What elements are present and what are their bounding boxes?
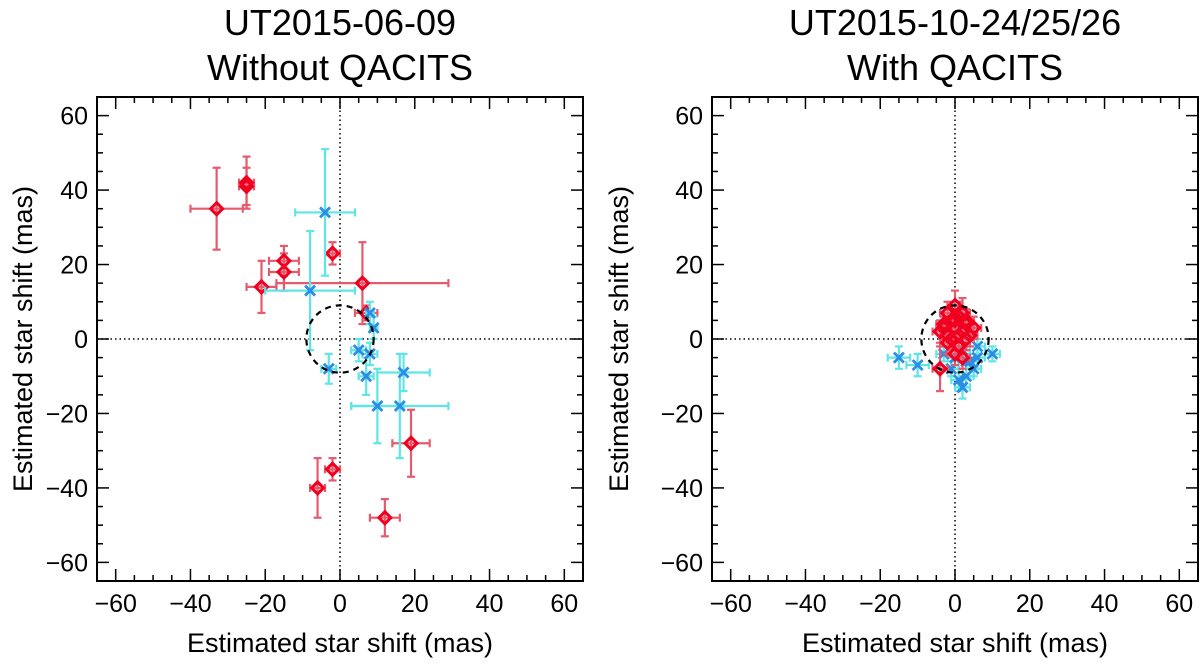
right-y-tick-label: 20 [675, 252, 703, 280]
right-title-line-2: With QACITS [847, 47, 1063, 88]
left-x-axis-label: Estimated star shift (mas) [187, 628, 493, 658]
right-data-point-diamond [950, 327, 967, 344]
left-red-diamonds-errorbar [267, 252, 300, 292]
right-data-point-cross [971, 340, 984, 353]
left-data-point-cross [367, 321, 380, 334]
left-y-axis-label: Estimated star shift (mas) [8, 186, 38, 492]
left-data-point-cross [304, 284, 317, 297]
right-x-tick-label: 20 [1016, 590, 1044, 618]
right-panel: UT2015-10-24/25/26 With QACITS Estimated… [604, 2, 1199, 658]
left-data-point-diamond [402, 435, 420, 452]
right-data-point-diamond [939, 334, 956, 351]
right-data-point-diamond [946, 312, 964, 329]
right-data-point-cross [960, 370, 973, 383]
right-plot-frame [711, 96, 1199, 582]
left-reference-circle [305, 304, 375, 374]
left-data-point-diamond [309, 479, 326, 497]
right-x-tick-label: −40 [784, 590, 826, 618]
left-data-point-cross [363, 306, 376, 319]
right-data-point-diamond [965, 319, 982, 336]
left-data-point-cross [393, 400, 406, 413]
left-red-diamonds-errorbar [368, 497, 401, 538]
right-data-point-diamond [946, 297, 964, 314]
left-data-point-diamond [324, 461, 341, 478]
left-y-tick-label: 20 [60, 252, 88, 280]
left-data-point-diamond [253, 278, 270, 295]
right-data-point-diamond [958, 312, 975, 329]
left-data-point-diamond [208, 200, 225, 217]
right-x-tick-label: −60 [709, 590, 751, 618]
right-title-line-1: UT2015-10-24/25/26 [789, 2, 1121, 43]
left-panel: UT2015-06-09 Without QACITS Estimated st… [8, 2, 584, 658]
left-data-point-diamond [376, 509, 393, 526]
right-data-point-diamond [946, 345, 964, 363]
left-data-point-diamond [324, 245, 341, 262]
right-reference-circle [920, 304, 990, 374]
left-data-point-cross [371, 400, 384, 413]
left-data-point-cross [319, 206, 332, 219]
left-y-tick-label: 60 [60, 103, 88, 131]
left-data-point-diamond [238, 174, 255, 191]
right-y-axis-label: Estimated star shift (mas) [604, 186, 634, 492]
right-x-tick-label: −20 [859, 590, 901, 618]
right-data-point-diamond [935, 319, 952, 336]
right-y-tick-label: 60 [675, 103, 703, 131]
right-y-tick-label: −20 [661, 400, 703, 428]
left-data-point-diamond [275, 263, 293, 281]
right-data-point-cross [892, 351, 905, 364]
left-data-point-diamond [354, 275, 371, 292]
right-x-tick-label: 40 [1091, 590, 1119, 618]
right-x-tick-label: 60 [1165, 590, 1193, 618]
right-x-axis-label: Estimated star shift (mas) [802, 628, 1108, 658]
right-data-point-diamond [939, 304, 956, 322]
left-x-tick-label: 60 [550, 590, 578, 618]
left-data-point-cross [397, 366, 410, 379]
right-data-point-cross [952, 373, 965, 386]
left-data-point-diamond [238, 178, 255, 195]
right-x-tick-label: 0 [948, 590, 962, 618]
left-red-diamonds-errorbar [391, 408, 431, 478]
left-red-diamonds-errorbar [189, 166, 244, 251]
right-data-point-diamond [954, 349, 971, 366]
left-title-line-1: UT2015-06-09 [224, 2, 456, 43]
right-data-point-cross [956, 381, 969, 394]
right-blue-crosses-errorbar [905, 352, 930, 378]
right-y-tick-label: 0 [689, 326, 703, 354]
left-x-tick-label: −20 [244, 590, 286, 618]
left-x-tick-label: −40 [169, 590, 211, 618]
right-data-point-cross [986, 347, 999, 360]
left-y-tick-label: −60 [46, 549, 88, 577]
left-x-tick-label: 20 [401, 590, 429, 618]
left-x-tick-label: −60 [94, 590, 136, 618]
right-data-point-cross [911, 359, 924, 372]
left-x-tick-label: 40 [476, 590, 504, 618]
left-plot-frame [96, 96, 584, 582]
right-data-point-diamond [931, 360, 949, 377]
left-y-tick-label: 40 [60, 177, 88, 205]
left-red-diamonds-errorbar [245, 259, 278, 315]
left-y-tick-label: −20 [46, 400, 88, 428]
right-y-tick-label: −60 [661, 549, 703, 577]
left-y-tick-label: 0 [74, 326, 88, 354]
right-y-tick-label: 40 [675, 177, 703, 205]
left-data-point-cross [360, 370, 373, 383]
left-data-point-cross [352, 344, 365, 357]
right-y-tick-label: −40 [661, 475, 703, 503]
left-title-line-2: Without QACITS [207, 47, 473, 88]
left-y-tick-label: −40 [46, 475, 88, 503]
left-x-tick-label: 0 [333, 590, 347, 618]
